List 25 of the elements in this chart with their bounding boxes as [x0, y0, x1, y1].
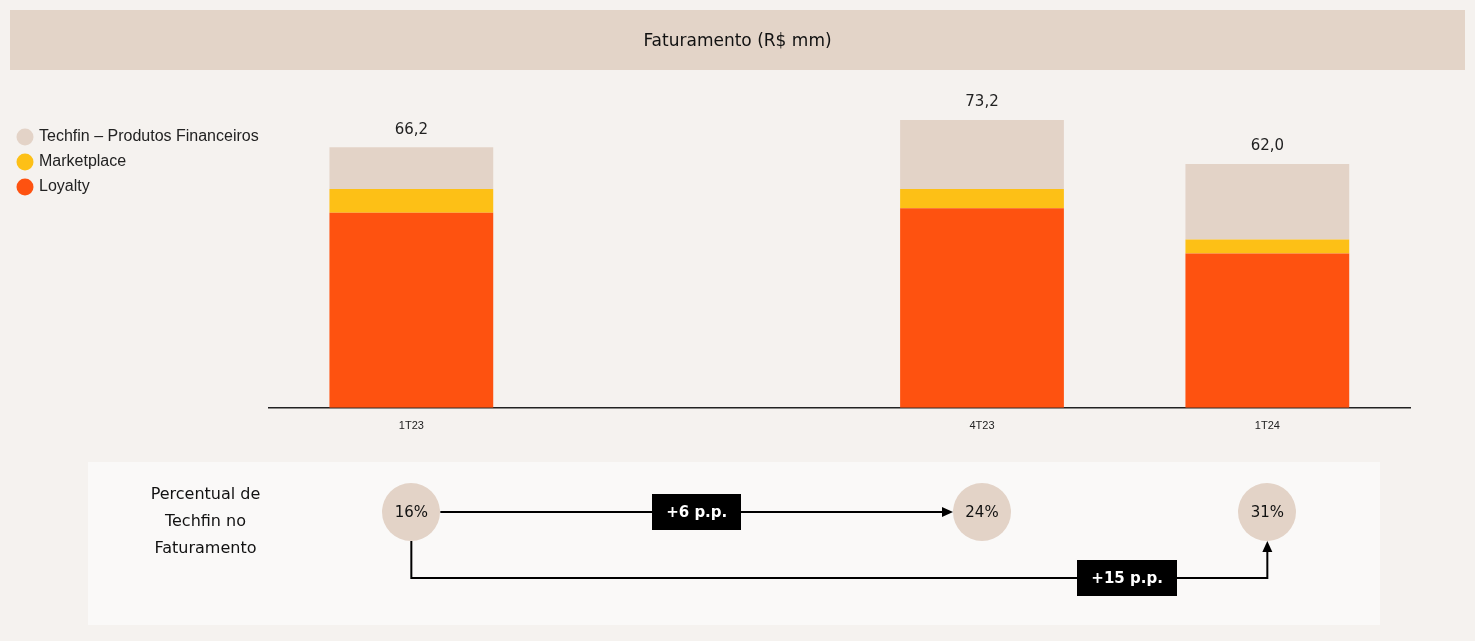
- text: Percentual de Techfin no Faturamento: [149, 483, 262, 559]
- text: 16%: [382, 483, 441, 541]
- bar: [1185, 164, 1350, 240]
- x-tick-label: 4T23: [969, 419, 995, 432]
- text: 31%: [1238, 483, 1297, 541]
- legend-label: Loyalty: [39, 177, 90, 195]
- annotation: 73,2: [965, 92, 999, 111]
- text: 24%: [953, 483, 1011, 541]
- text: +15 p.p.: [1077, 560, 1177, 596]
- bar: [329, 189, 494, 213]
- annotation: 62,0: [1250, 136, 1285, 155]
- legend-label: Marketplace: [39, 152, 127, 170]
- annotation: 66,2: [394, 119, 429, 138]
- bar: [900, 189, 1064, 209]
- bar: [1185, 239, 1350, 254]
- text: +6 p.p.: [652, 494, 742, 530]
- x-tick-label: 1T23: [398, 419, 424, 432]
- bar: [329, 212, 494, 408]
- legend-label: Techfin – Produtos Financeiros: [39, 127, 259, 145]
- bar: [329, 147, 494, 190]
- x-tick-label: 1T24: [1254, 419, 1280, 432]
- chart-title: Faturamento (R$ mm): [10, 10, 1465, 70]
- bar: [900, 120, 1064, 190]
- bar: [1185, 253, 1350, 408]
- bar: [900, 208, 1064, 408]
